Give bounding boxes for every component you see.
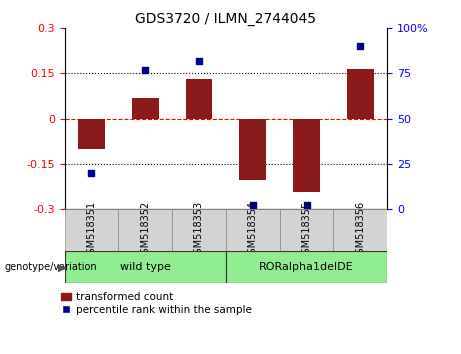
Text: GSM518356: GSM518356: [355, 200, 366, 260]
Point: [303, 202, 310, 208]
Bar: [118, 209, 172, 251]
Bar: [333, 209, 387, 251]
Point: [142, 67, 149, 73]
Text: GSM518354: GSM518354: [248, 200, 258, 260]
Text: GSM518351: GSM518351: [86, 200, 96, 260]
Point: [88, 170, 95, 176]
Text: genotype/variation: genotype/variation: [5, 262, 97, 272]
Bar: [293, 119, 320, 192]
Text: GSM518352: GSM518352: [140, 200, 150, 260]
Text: GSM518353: GSM518353: [194, 200, 204, 260]
Bar: [65, 251, 226, 283]
Bar: [172, 209, 226, 251]
Point: [195, 58, 203, 64]
Title: GDS3720 / ILMN_2744045: GDS3720 / ILMN_2744045: [136, 12, 316, 26]
Bar: [78, 119, 105, 149]
Bar: [226, 209, 280, 251]
Text: ▶: ▶: [58, 262, 66, 272]
Text: wild type: wild type: [120, 262, 171, 272]
Text: RORalpha1delDE: RORalpha1delDE: [259, 262, 354, 272]
Bar: [185, 80, 213, 119]
Bar: [132, 98, 159, 119]
Point: [249, 202, 256, 208]
Text: GSM518355: GSM518355: [301, 200, 312, 260]
Legend: transformed count, percentile rank within the sample: transformed count, percentile rank withi…: [60, 292, 252, 315]
Bar: [226, 251, 387, 283]
Point: [357, 44, 364, 49]
Bar: [65, 209, 118, 251]
Bar: [280, 209, 333, 251]
Bar: [347, 69, 374, 119]
Bar: [239, 119, 266, 180]
